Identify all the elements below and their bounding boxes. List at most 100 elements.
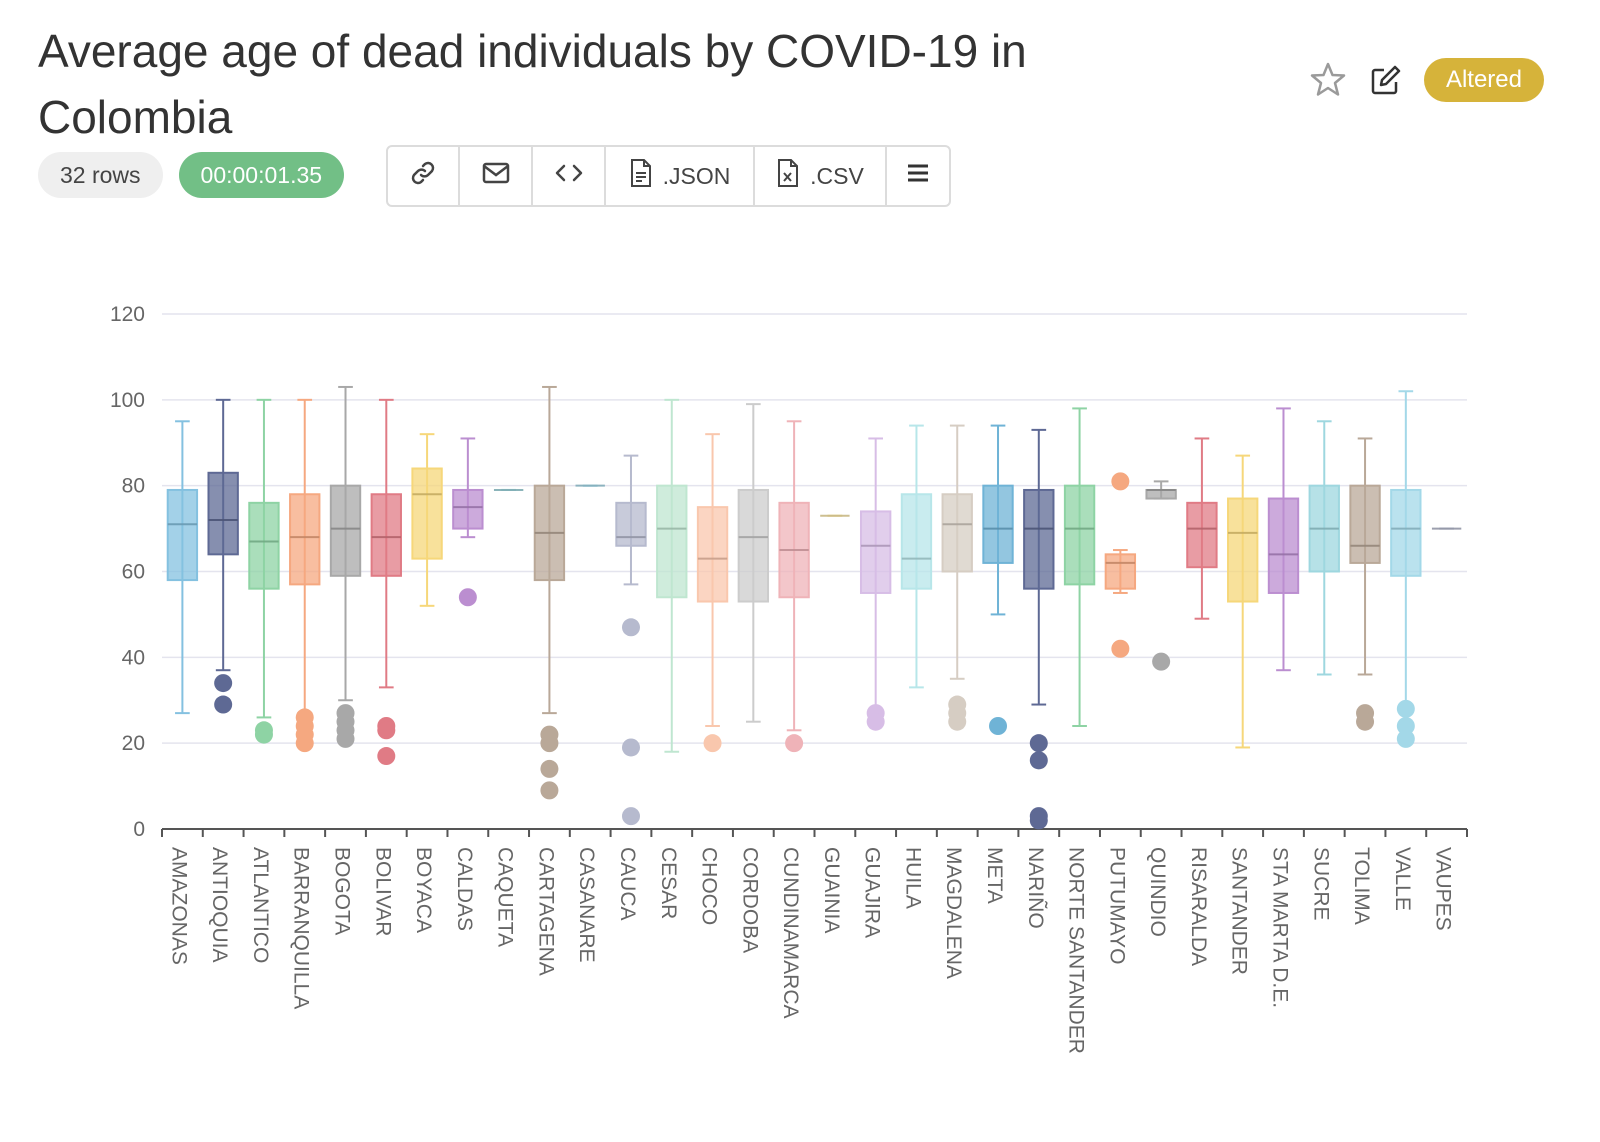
x-tick-label: CORDOBA [738, 847, 761, 953]
y-tick-label: 80 [122, 475, 145, 498]
box [696, 506, 729, 603]
box [370, 493, 402, 577]
x-tick-label: NORTE SANTANDER [1065, 847, 1088, 1054]
file-json-icon [629, 158, 653, 194]
meta-row: 32 rows 00:00:01.35 [38, 152, 345, 198]
link-icon [409, 159, 437, 193]
y-tick-label: 120 [110, 303, 145, 326]
outlier-point [377, 721, 396, 740]
x-tick-label: PUTUMAYO [1105, 847, 1128, 964]
outlier-point [703, 734, 722, 753]
x-tick-label: RISARALDA [1187, 847, 1210, 966]
y-tick-label: 40 [122, 646, 145, 669]
outlier-point [1029, 734, 1048, 753]
more-menu-button[interactable] [887, 147, 949, 205]
x-tick-label: GUAINIA [820, 847, 843, 933]
x-tick-label: CALDAS [453, 847, 476, 931]
y-tick-label: 100 [110, 389, 145, 412]
export-json-button[interactable]: .JSON [606, 147, 755, 205]
x-tick-label: BOYACA [412, 847, 435, 933]
email-button[interactable] [460, 147, 533, 205]
outlier-point [458, 588, 477, 607]
box [329, 484, 362, 577]
row-count-badge: 32 rows [38, 152, 163, 198]
elapsed-time-badge: 00:00:01.35 [178, 152, 345, 198]
outlier-point [1152, 652, 1171, 671]
box [982, 484, 1014, 564]
outlier-point [948, 712, 967, 731]
x-tick-label: MAGDALENA [942, 847, 965, 979]
star-icon[interactable] [1308, 60, 1348, 100]
x-tick-label: CASANARE [575, 847, 598, 963]
box [411, 467, 443, 560]
x-tick-label: BARRANQUILLA [290, 847, 313, 1009]
x-tick-label: CESAR [657, 847, 680, 919]
box [941, 493, 973, 573]
y-tick-label: 0 [133, 818, 145, 841]
box [1349, 484, 1381, 564]
outlier-point [214, 674, 233, 693]
outlier-point [989, 717, 1008, 735]
x-tick-label: ANTIOQUIA [208, 847, 231, 963]
outlier-point [1396, 717, 1415, 735]
x-tick-label: HUILA [901, 847, 924, 909]
x-tick-label: AMAZONAS [167, 847, 190, 965]
box [615, 501, 647, 547]
x-tick-label: CHOCO [698, 847, 721, 925]
box [900, 493, 933, 590]
outlier-point [621, 618, 640, 637]
outlier-point [540, 781, 559, 800]
x-tick-label: CUNDINAMARCA [779, 847, 802, 1019]
box [859, 510, 892, 594]
box [737, 488, 770, 603]
export-csv-button[interactable]: .CSV [755, 147, 887, 205]
box [1145, 488, 1177, 500]
edit-icon[interactable] [1366, 60, 1406, 100]
outlier-point [214, 695, 233, 714]
header-actions: Altered [1308, 58, 1544, 102]
outlier-point [1029, 751, 1048, 770]
box [1227, 497, 1259, 603]
y-tick-label: 20 [122, 732, 145, 755]
outlier-point [1396, 729, 1415, 748]
export-toolbar: .JSON .CSV [386, 145, 951, 207]
outlier-point [1029, 811, 1048, 830]
box [656, 484, 688, 599]
box [1267, 497, 1300, 594]
box [1390, 488, 1422, 577]
embed-code-button[interactable] [533, 147, 606, 205]
outlier-point [866, 712, 885, 731]
box [1104, 553, 1137, 590]
box [1186, 501, 1218, 569]
x-tick-label: BOLIVAR [371, 847, 394, 936]
x-tick-label: BOGOTA [331, 847, 354, 935]
export-json-label: .JSON [662, 162, 731, 189]
box [289, 493, 321, 586]
x-tick-label: GUAJIRA [861, 847, 884, 938]
outlier-point [1396, 699, 1415, 718]
box [1063, 484, 1096, 586]
box [207, 471, 239, 556]
x-tick-label: VAUPES [1432, 847, 1455, 931]
box [1023, 488, 1055, 590]
x-tick-label: STA MARTA D.E. [1268, 847, 1291, 1008]
copy-link-button[interactable] [388, 147, 460, 205]
x-tick-label: META [983, 847, 1006, 904]
x-tick-label: SUCRE [1309, 847, 1332, 921]
x-tick-label: CARTAGENA [534, 847, 557, 976]
box [452, 488, 484, 530]
box [248, 501, 280, 590]
outlier-point [254, 725, 273, 744]
y-tick-label: 60 [122, 561, 145, 584]
x-tick-label: CAQUETA [494, 847, 517, 947]
export-csv-label: .CSV [810, 162, 864, 189]
file-csv-icon [776, 158, 800, 194]
code-icon [555, 161, 583, 191]
menu-icon [906, 162, 930, 190]
status-badge: Altered [1423, 58, 1544, 102]
outlier-point [1111, 639, 1130, 658]
outlier-point [336, 729, 355, 748]
outlier-point [621, 807, 640, 826]
x-tick-label: SANTANDER [1228, 847, 1251, 975]
outlier-point [377, 747, 396, 766]
